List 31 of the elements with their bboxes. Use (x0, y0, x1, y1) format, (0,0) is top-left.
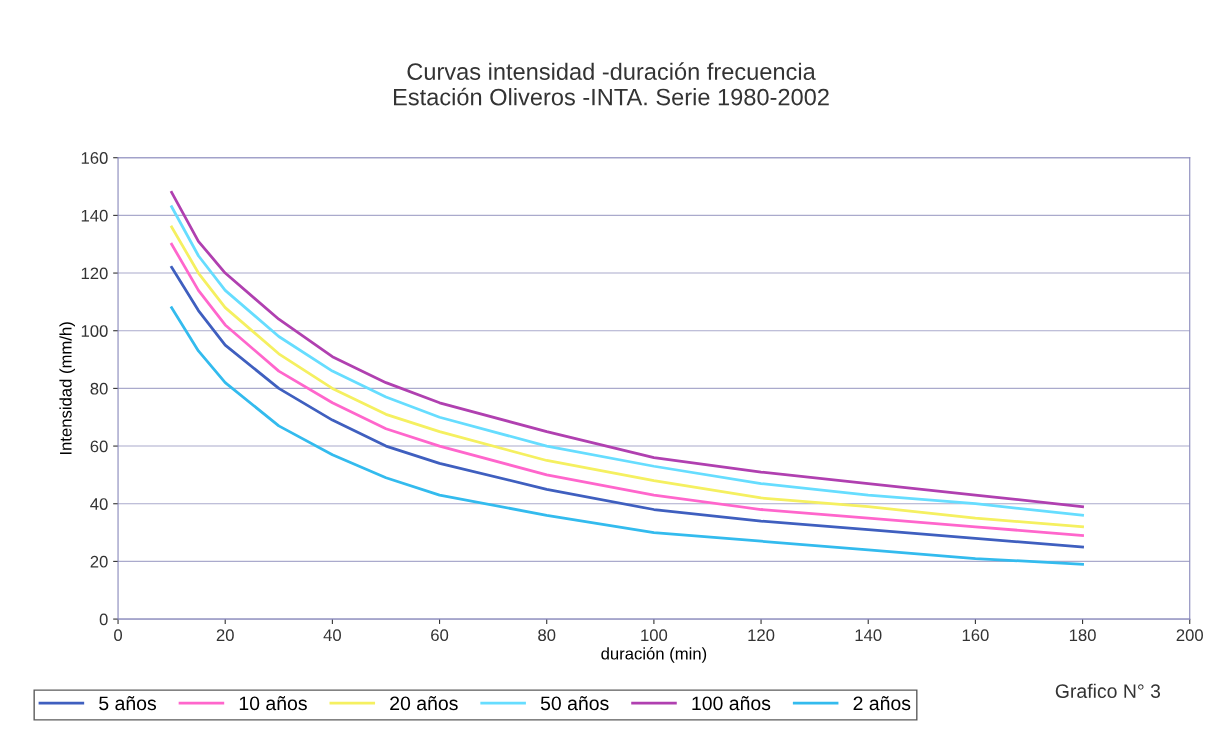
y-tick-label: 0 (99, 613, 108, 626)
legend-label: 2 años (853, 696, 911, 711)
y-tick-label: 120 (81, 267, 108, 280)
text: Grafico N° 3 (1055, 683, 1161, 698)
x-tick-label: 100 (641, 629, 668, 642)
x-tick-label: 40 (323, 629, 341, 642)
x-axis-title: duración (min) (601, 647, 707, 663)
y-axis-title: Intensidad (mm/h) (59, 322, 75, 455)
legend-label: 100 años (692, 696, 771, 711)
x-tick-label: 180 (1069, 629, 1096, 642)
y-tick-label: 160 (81, 152, 108, 164)
y-tick-label: 60 (90, 440, 108, 453)
y-tick-label: 80 (90, 382, 108, 395)
x-tick-label: 20 (216, 629, 234, 642)
y-tick-label: 100 (81, 325, 108, 337)
legend-label: 50 años (540, 696, 609, 711)
y-tick-label: 20 (90, 555, 108, 568)
legend-label: 5 años (99, 696, 157, 711)
x-tick-label: 0 (114, 629, 123, 642)
x-tick-label: 140 (855, 629, 882, 642)
x-tick-label: 160 (962, 629, 989, 642)
x-tick-label: 80 (538, 629, 556, 642)
legend-label: 20 años (390, 696, 458, 711)
legend-label: 10 años (239, 696, 307, 711)
x-tick-label: 200 (1176, 629, 1203, 642)
x-tick-label: 120 (748, 629, 775, 642)
y-tick-label: 140 (81, 209, 108, 222)
y-tick-label: 40 (90, 498, 108, 510)
x-tick-label: 60 (431, 629, 449, 642)
chart-title: Curvas intensidad -duración frecuencia Estación Oliveros -INTA. Serie 1980-2002 (394, 62, 829, 106)
line-series (170, 306, 1084, 566)
